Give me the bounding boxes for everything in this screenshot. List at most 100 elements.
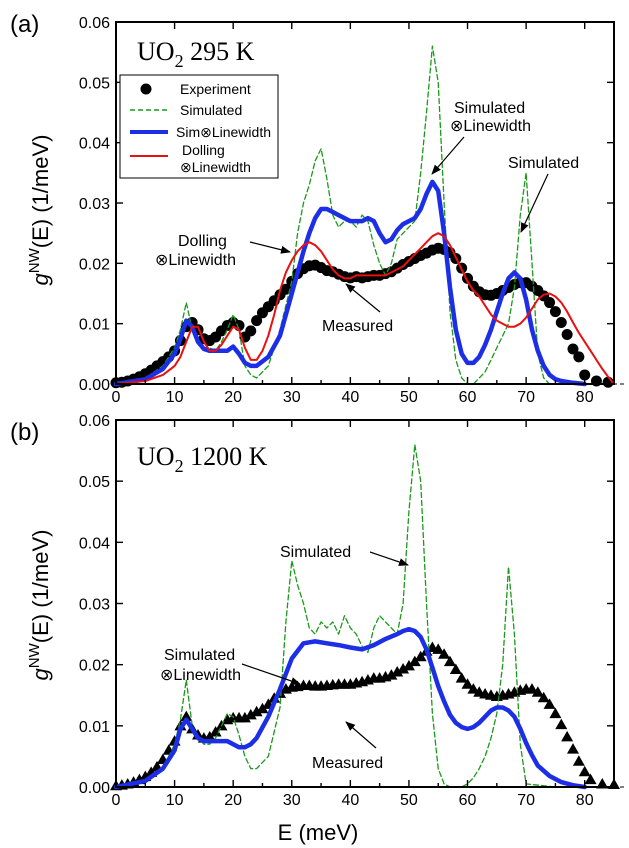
panel-b-title-rest: 1200 K — [184, 442, 268, 471]
panel-a-experiment-point — [567, 343, 579, 355]
panel-b-experiment-point — [467, 683, 480, 694]
panel-b-xtick-label: 40 — [341, 792, 359, 809]
panel-b-xtick-label: 30 — [283, 792, 301, 809]
panel-a-experiment-point — [245, 325, 257, 337]
panel-b-ytick-label: 0.00 — [79, 780, 110, 797]
panel-b-plot-area — [110, 443, 620, 791]
panel-a-xtick-label: 30 — [283, 389, 301, 406]
panel-b-experiment-point — [391, 666, 404, 677]
panel-b-xtick-label: 80 — [576, 792, 594, 809]
panel-b-experiment-point — [238, 711, 251, 723]
panel-b-ytick-label: 0.03 — [79, 597, 110, 614]
panel-a-annot-dolling-1: Dolling — [178, 233, 227, 250]
panel-a-ytick-label: 0.01 — [79, 317, 110, 334]
panel-a-ytick-label: 0.02 — [79, 256, 110, 273]
panel-b-experiment-point — [397, 662, 410, 674]
panel-b-xtick-label: 60 — [459, 792, 477, 809]
panel-b-ytick-label: 0.01 — [79, 719, 110, 736]
legend-label-dolling: Dolling — [182, 142, 225, 158]
panel-a-experiment-point — [573, 351, 585, 363]
panel-a-arrow-dolling — [249, 241, 291, 254]
panel-a-legend: Experiment Simulated Sim⊗Linewidth Dolli… — [119, 74, 279, 179]
panel-a-experiment-point — [561, 329, 573, 341]
panel-a-annot-simlw-2: ⊗Linewidth — [450, 118, 531, 135]
panel-a-xtick-label: 80 — [576, 389, 594, 406]
panel-a-arrow-measured — [345, 283, 381, 313]
legend-label-sim-linewidth: Sim⊗Linewidth — [176, 124, 271, 140]
panel-b-experiment-point — [578, 765, 591, 777]
panel-b-experiment-point — [561, 730, 574, 742]
panel-b-experiment-point — [408, 655, 421, 667]
panel-b-experiment-point — [596, 777, 609, 789]
panel-a-axes: 0 10 20 30 40 50 60 70 80 0.00 0.01 0.02 0.03 0.04 0.0… — [79, 15, 626, 406]
panel-b-experiment-point — [209, 725, 222, 737]
panel-a-label: (a) — [10, 11, 39, 38]
panel-b-ylabel: gNW(E) (1/meV) — [26, 530, 53, 681]
panel-a-annot-measured: Measured — [322, 318, 393, 335]
panel-a-title: UO2 295 K — [137, 37, 255, 71]
legend-box — [119, 74, 279, 179]
panel-b-ylabel-main: g — [28, 667, 53, 680]
panel-b-experiment-point — [555, 718, 568, 730]
panel-a-arrow-sim — [520, 173, 549, 233]
panel-a-xtick-label: 50 — [400, 389, 418, 406]
panel-a-title-rest: 295 K — [184, 37, 255, 66]
panel-a-annot-simlw-1: Simulated — [454, 100, 525, 117]
legend-label-simulated: Simulated — [180, 102, 242, 118]
panel-b-xtick-label: 50 — [400, 792, 418, 809]
panel-a: 0 10 20 30 40 50 60 70 80 0.00 0.01 0.02 0.03 0.04 0.0… — [10, 11, 626, 406]
panel-b-experiment-point — [180, 710, 193, 722]
panel-b-axes: 0 10 20 30 40 50 60 70 80 0.00 0.01 0.02 0.03 0.04 0.0… — [79, 413, 626, 809]
panel-b-title-sub: 2 — [175, 456, 184, 476]
panel-b-annot-sim: Simulated — [280, 544, 351, 561]
panel-b-experiment-point — [244, 708, 257, 720]
panel-b-experiment-point — [537, 691, 550, 703]
panel-a-xtick-label: 0 — [112, 389, 121, 406]
panel-a-xtick-label: 20 — [224, 389, 242, 406]
panel-b-experiment-point — [525, 683, 538, 694]
panel-b-xtick-label: 70 — [517, 792, 535, 809]
x-axis-label: E (meV) — [278, 820, 359, 845]
panel-b-experiment-point — [256, 702, 269, 714]
panel-b-xtick-label: 0 — [112, 792, 121, 809]
panel-b-experiment-point — [584, 773, 597, 785]
panel-b-experiment-point — [402, 659, 415, 671]
panel-a-xtick-label: 70 — [517, 389, 535, 406]
panel-b-ylabel-sup: NW — [26, 642, 43, 668]
panel-a-dolling-line — [115, 232, 615, 385]
panel-a-ytick-label: 0.00 — [79, 377, 110, 394]
panel-a-sim-linewidth-line — [113, 179, 587, 387]
panel-b-experiment-point — [250, 705, 263, 717]
panel-a-ylabel: gNW(E) (1/meV) — [26, 135, 53, 286]
panel-a-ylabel-sup: NW — [26, 247, 43, 273]
panel-b: 0 10 20 30 40 50 60 70 80 0.00 0.01 0.02 0.03 0.04 0.0… — [10, 413, 626, 809]
panel-a-experiment-point — [549, 306, 561, 318]
panel-b-title-main: UO — [137, 442, 175, 471]
panel-b-ytick-label: 0.05 — [79, 474, 110, 491]
panel-a-xtick-label: 40 — [341, 389, 359, 406]
panel-b-label: (b) — [10, 419, 39, 446]
panel-a-simulated-line — [115, 45, 615, 385]
panel-a-ytick-label: 0.06 — [79, 15, 110, 32]
panel-b-experiment-point — [443, 655, 456, 667]
panel-a-xtick-label: 60 — [459, 389, 477, 406]
legend-label-experiment: Experiment — [180, 81, 251, 97]
panel-a-annot-sim: Simulated — [508, 155, 579, 172]
panel-b-experiment-point — [449, 663, 462, 675]
panel-b-arrow-simlw — [241, 663, 301, 685]
panel-b-experiment-point — [432, 643, 445, 654]
panel-b-arrow-measured — [345, 721, 377, 749]
panel-b-annot-measured: Measured — [312, 755, 383, 772]
panel-b-experiment-point — [385, 669, 398, 680]
panel-a-xtick-label: 10 — [166, 389, 184, 406]
panel-a-experiment-point — [251, 315, 263, 327]
panel-b-experiment-point — [461, 678, 474, 689]
panel-b-annot-simlw-2: ⊗Linewidth — [160, 667, 241, 684]
panel-b-experiment-point — [566, 743, 579, 754]
legend-marker-experiment — [140, 83, 152, 95]
panel-b-ytick-label: 0.02 — [79, 658, 110, 675]
panel-b-experiment-point — [572, 755, 585, 766]
panel-b-ylabel-rest: (E) (1/meV) — [28, 530, 53, 644]
panel-a-arrow-simlw — [431, 136, 465, 175]
